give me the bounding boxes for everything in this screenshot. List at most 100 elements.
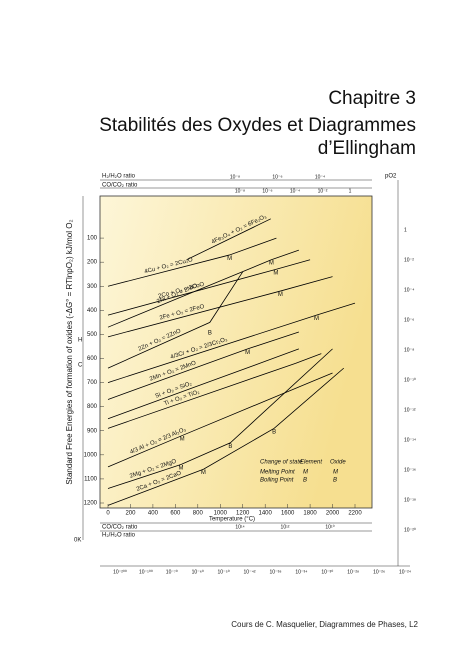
reaction-line	[107, 276, 333, 338]
scale-label: 10¹²	[281, 524, 290, 530]
legend-text: Oxide	[330, 460, 346, 466]
y-tick-label: 300	[87, 284, 98, 290]
state-marker: B	[228, 444, 232, 450]
scale-label: 10⁻¹⁸	[404, 497, 416, 503]
reaction-line	[107, 372, 333, 468]
scale-title: CO/CO₂ ratio	[102, 183, 138, 189]
scale-label: 10¹⁰	[325, 524, 334, 530]
scale-label: 10⁻⁶	[262, 188, 272, 194]
plot-area	[99, 195, 373, 509]
reaction-line	[107, 348, 333, 489]
state-marker: M	[178, 465, 183, 471]
scale-label: 10⁻²⁰	[404, 527, 416, 533]
scale-label: 10⁻⁶	[272, 174, 282, 180]
scale-title: C	[78, 363, 83, 369]
scale-label: 10⁻⁷⁰	[166, 569, 178, 575]
scale-title: H₂/H₂O ratio	[102, 533, 136, 539]
x-tick-label: 2000	[326, 511, 340, 517]
scale-label: 1	[404, 227, 407, 233]
state-marker: M	[314, 316, 319, 322]
scale-label: 10⁻¹²	[404, 407, 416, 413]
y-tick-label: 1200	[84, 501, 98, 507]
y-tick-label: 200	[87, 260, 98, 266]
scale-title: H₂/H₂O ratio	[102, 174, 136, 180]
reaction-line	[107, 259, 311, 316]
y-tick-label: 400	[87, 308, 98, 314]
legend-text: M	[303, 470, 308, 476]
state-marker: M	[201, 470, 206, 476]
scale-label: 10⁻²⁶	[373, 569, 385, 575]
state-marker: M	[278, 292, 283, 298]
legend-text: Change of state	[260, 460, 303, 466]
x-tick-label: 0	[106, 511, 110, 517]
y-axis-title: Standard Free Energies of formation of o…	[65, 219, 74, 484]
reaction-line	[107, 353, 322, 429]
state-marker: M	[269, 261, 274, 267]
scale-label: 10⁻¹⁰⁰	[139, 569, 153, 575]
scale-label: 10⁻⁴	[315, 174, 325, 180]
ellingham-diagram: 1002003004005006007008009001000110012000…	[65, 174, 416, 576]
scale-label: 10⁻¹⁶	[404, 467, 416, 473]
scale-label: 10⁻⁸	[404, 347, 414, 353]
title-line: d’Ellingham	[317, 138, 416, 159]
scale-title: CO/CO₂ ratio	[102, 525, 138, 531]
scale-label: 10⁻⁴	[290, 188, 300, 194]
y-tick-label: 1100	[84, 476, 98, 482]
reaction-line	[107, 249, 299, 328]
x-tick-label: 1800	[303, 511, 317, 517]
scale-label: 10⁻²⁴	[399, 569, 411, 575]
x-tick-label: 200	[125, 511, 136, 517]
scale-label: 10⁻³⁴	[295, 569, 307, 575]
y-tick-label: 1000	[84, 452, 98, 458]
x-tick-label: 1400	[259, 511, 273, 517]
reaction-line	[107, 348, 300, 420]
legend-text: B	[333, 478, 337, 484]
x-tick-label: 1600	[281, 511, 295, 517]
scale-label: 10⁻⁶⁰	[192, 569, 204, 575]
x-tick-label: 800	[193, 511, 204, 517]
scale-label: 10⁻⁵⁰	[217, 569, 229, 575]
scale-label: 10⁻⁸	[235, 188, 245, 194]
scale-label: 10⁻⁶	[404, 317, 414, 323]
scale-title: 0K	[74, 538, 81, 544]
reaction-line	[107, 367, 345, 506]
scale-label: 10⁻⁴	[404, 287, 414, 293]
legend-text: Boiling Point	[260, 478, 294, 484]
x-axis-title: Temperature (°C)	[209, 517, 255, 523]
scale-label: 10⁻³⁰	[321, 569, 333, 575]
chapter: Chapitre 3	[328, 88, 416, 109]
reaction-line	[107, 331, 299, 400]
scale-label: 10⁻¹⁰	[404, 377, 416, 383]
y-tick-label: 500	[87, 332, 98, 338]
scale-label: 1	[349, 188, 352, 194]
legend-text: B	[303, 478, 307, 484]
y-tick-label: 100	[87, 236, 98, 242]
state-marker: M	[245, 350, 250, 356]
y-tick-label: 700	[87, 380, 98, 386]
scale-label: 10⁻²	[404, 257, 414, 263]
x-tick-label: 400	[148, 511, 159, 517]
x-tick-label: 1200	[236, 511, 250, 517]
scale-label: 10⁻²⁰⁰	[113, 569, 127, 575]
reaction-line	[107, 237, 277, 287]
scale-title: pO2	[385, 174, 397, 180]
scale-label: 10¹⁴	[235, 524, 244, 530]
legend-text: Melting Point	[260, 470, 295, 476]
state-marker: M	[227, 256, 232, 262]
reaction-line	[186, 218, 271, 261]
footer: Cours de C. Masquelier, Diagrammes de Ph…	[231, 620, 418, 629]
y-tick-label: 800	[87, 404, 98, 410]
legend-text: Element	[300, 460, 322, 466]
y-tick-label: 900	[87, 428, 98, 434]
scale-label: 10⁻⁸	[230, 174, 240, 180]
x-tick-label: 2200	[348, 511, 362, 517]
scale-title: H	[78, 338, 82, 344]
scale-label: 10⁻²⁸	[347, 569, 359, 575]
scale-label: 10⁻¹⁴	[404, 437, 416, 443]
state-marker: M	[273, 270, 278, 276]
state-marker: M	[180, 437, 185, 443]
scale-label: 10⁻²	[318, 188, 328, 194]
scale-label: 10⁻⁴²	[244, 569, 256, 575]
title-line: Stabilités des Oxydes et Diagrammes	[99, 115, 416, 136]
